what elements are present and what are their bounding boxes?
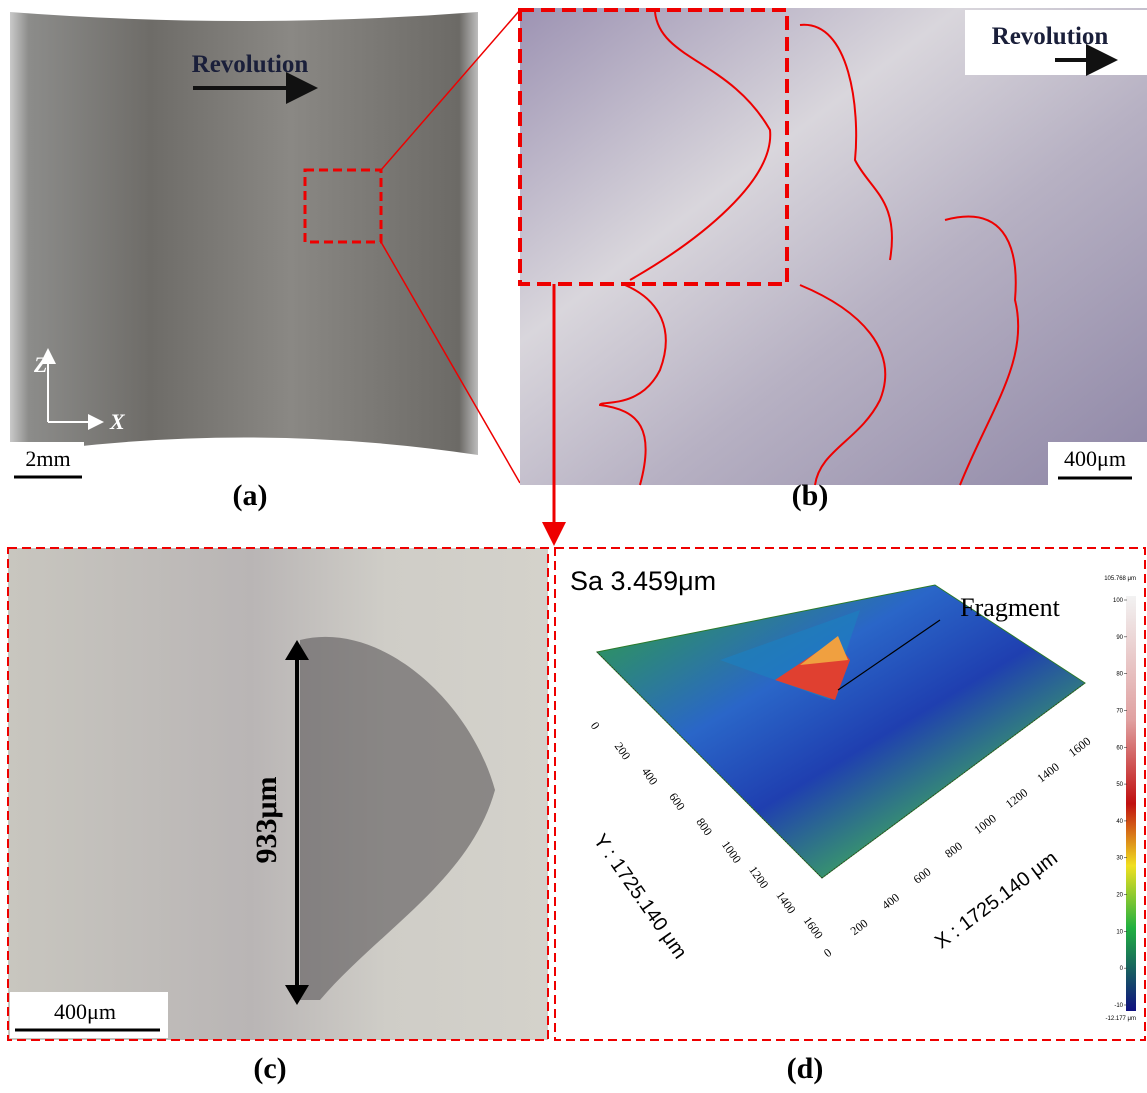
panel-d: Sa 3.459μm Fragment Y : 1725.140 μm X : … [555,548,1145,1085]
axis-label: X [109,409,126,434]
colorbar-tick-label: 40 [1116,819,1123,825]
colorbar-min: -12.177 μm [1106,1016,1136,1022]
panel-label: (d) [787,1052,824,1085]
arrow-text: Revolution [192,51,309,78]
colorbar-tick-label: 70 [1116,708,1123,714]
panel-label: (b) [792,479,829,512]
colorbar-tick-label: 100 [1113,598,1124,604]
colorbar-tick-label: 60 [1116,745,1123,751]
colorbar-tick-label: -10 [1114,1003,1123,1009]
sample-photo [10,12,478,455]
colorbar-tick-label: 10 [1116,929,1123,935]
panel-b: Revolution 400μm (b) [520,8,1147,512]
colorbar-tick-label: 90 [1116,635,1123,641]
colorbar-tick-label: 20 [1116,893,1123,899]
colorbar-tick-label: 30 [1116,856,1123,862]
scale-bar-label: 400μm [54,999,116,1024]
colorbar-max: 105.768 μm [1104,576,1136,582]
micrograph [520,8,1147,485]
colorbar-tick-label: 50 [1116,782,1123,788]
scale-bar-label: 400μm [1064,446,1126,471]
colorbar [1126,596,1136,1011]
panel-label: (a) [233,479,268,512]
colorbar-tick-label: 80 [1116,672,1123,678]
annotation: Fragment [960,593,1060,622]
arrow-text: Revolution [992,23,1109,50]
panel-label: (c) [253,1052,286,1085]
axis-label: Z [33,352,47,377]
scale-bar-label: 2mm [25,446,70,471]
panel-c: 933μm 400μm (c) [8,548,548,1085]
panel-a: Revolution Z X 2mm (a) [10,12,478,512]
figure: Revolution Z X 2mm (a) Revolution 400μm … [0,0,1147,1093]
roughness: Sa 3.459μm [570,566,716,596]
measurement: 933μm [250,776,283,863]
